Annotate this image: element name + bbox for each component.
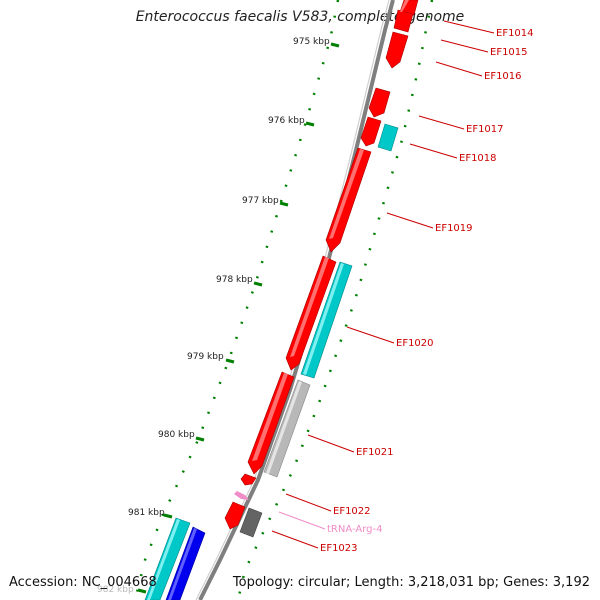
tick-label-977: 977 kbp	[242, 196, 279, 206]
gene-EF1017	[368, 87, 391, 118]
label-leader-lines	[271, 20, 495, 549]
gene-EF1015	[393, 9, 414, 33]
gene-labels: EF1014 EF1015 EF1016 EF1017 EF1018 EF101…	[320, 28, 534, 554]
label-EF1015: EF1015	[490, 47, 528, 58]
label-EF1019: EF1019	[435, 223, 473, 234]
label-EF1021: EF1021	[356, 447, 394, 458]
major-ticks	[137, 42, 340, 594]
tick-mark	[253, 281, 263, 287]
gene-EF1016	[385, 31, 409, 69]
blue-feature	[165, 526, 206, 600]
trna-leader-line	[278, 511, 326, 530]
tick-mark	[305, 121, 315, 127]
reverse-feature-highlights	[147, 263, 344, 600]
label-EF1023: EF1023	[320, 543, 358, 554]
tick-mark	[225, 358, 235, 364]
label-tRNA-Arg-4: tRNA-Arg-4	[327, 524, 382, 535]
gene-EF1018	[360, 116, 382, 147]
tick-mark	[137, 588, 147, 594]
label-EF1020: EF1020	[396, 338, 434, 349]
gene-EF1018-reverse	[377, 123, 399, 152]
dark-gray-feature	[239, 507, 263, 538]
tick-label-979: 979 kbp	[187, 352, 224, 362]
label-EF1022: EF1022	[333, 506, 371, 517]
gene-EF1023	[224, 501, 246, 530]
forward-feature-highlights	[252, 0, 409, 461]
tick-label-978: 978 kbp	[216, 275, 253, 285]
label-EF1016: EF1016	[484, 71, 522, 82]
gray-feature	[263, 379, 311, 478]
tick-mark	[279, 201, 289, 207]
trna-feature	[234, 491, 249, 500]
tick-label-982: 982 kbp	[97, 585, 134, 595]
gene-EF1019	[325, 147, 372, 253]
label-EF1017: EF1017	[466, 124, 504, 135]
tick-label-976: 976 kbp	[268, 116, 305, 126]
tick-mark	[195, 436, 205, 442]
label-EF1018: EF1018	[459, 153, 497, 164]
tick-label-981: 981 kbp	[128, 508, 165, 518]
tick-mark	[330, 42, 340, 48]
tick-label-975: 975 kbp	[293, 37, 330, 47]
tick-label-980: 980 kbp	[158, 430, 195, 440]
label-EF1014: EF1014	[496, 28, 534, 39]
gene-EF1022	[240, 473, 257, 486]
tick-mark	[163, 513, 173, 519]
accession-text: Accession: NC_004668	[9, 575, 157, 590]
map-title: Enterococcus faecalis V583, complete gen…	[135, 9, 465, 25]
topology-text: Topology: circular; Length: 3,218,031 bp…	[232, 575, 590, 590]
tick-labels: 975 kbp 976 kbp 977 kbp 978 kbp 979 kbp …	[97, 37, 330, 595]
